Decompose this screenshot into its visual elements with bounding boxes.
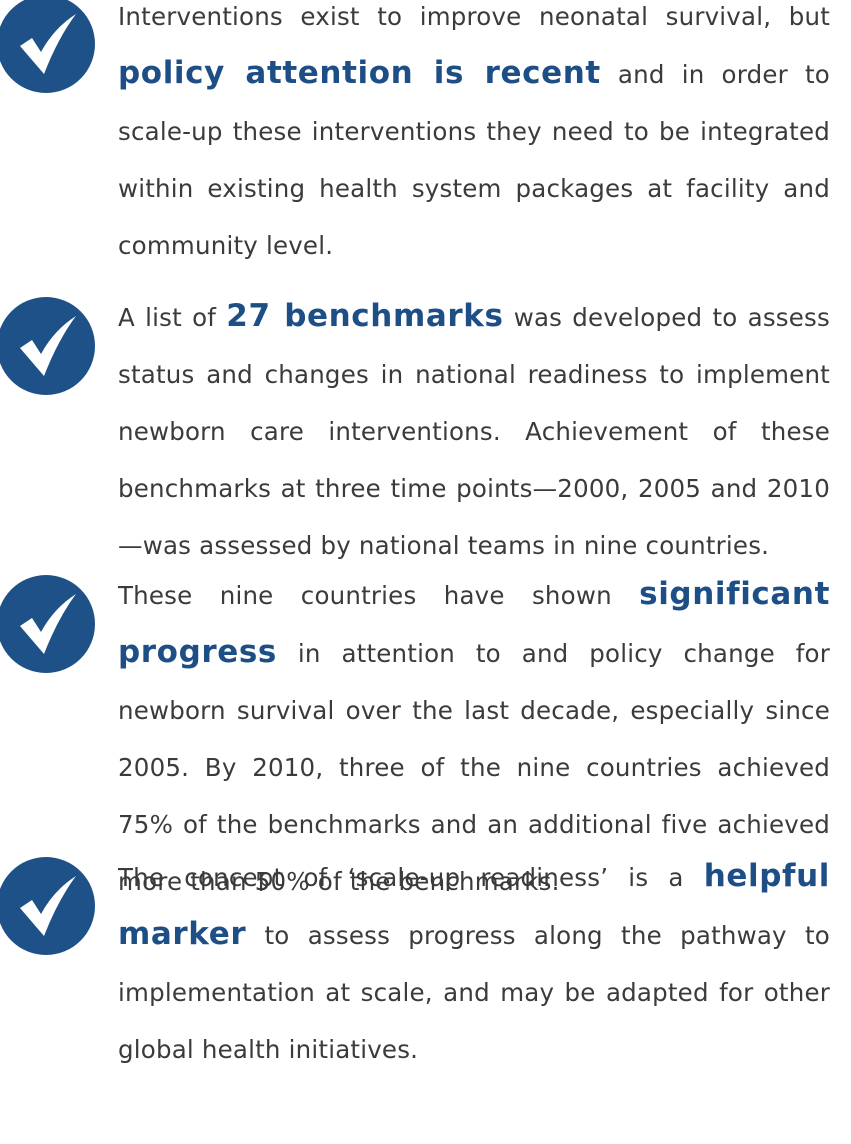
text: These nine countries have shown bbox=[118, 581, 640, 610]
bold-text: 27 benchmarks bbox=[226, 298, 504, 334]
text: Interventions exist to improve neonatal … bbox=[118, 2, 830, 31]
text: was developed to assess status and chang… bbox=[118, 303, 830, 560]
text: and in order to scale-up these intervent… bbox=[118, 60, 830, 260]
bold-text: significant progress bbox=[118, 576, 830, 670]
text: in attention to and policy change for ne… bbox=[118, 639, 830, 896]
text: A list of bbox=[118, 303, 227, 332]
bullet-text: A list of 27 benchmarks was developed to… bbox=[118, 288, 830, 574]
bold-text: helpful marker bbox=[118, 858, 830, 952]
bold-text: policy attention is recent bbox=[118, 55, 601, 91]
check-icon bbox=[0, 575, 95, 673]
text: The concept of ‘scale-up readiness’ is a bbox=[118, 863, 704, 892]
bullet-text: The concept of ‘scale-up readiness’ is a… bbox=[118, 848, 830, 1078]
bullet-text: These nine countries have shown signific… bbox=[118, 566, 830, 910]
check-icon bbox=[0, 0, 95, 93]
bullet-text: Interventions exist to improve neonatal … bbox=[118, 0, 830, 274]
check-icon bbox=[0, 297, 95, 395]
text: to assess progress along the pathway to … bbox=[118, 921, 830, 1064]
check-icon bbox=[0, 857, 95, 955]
